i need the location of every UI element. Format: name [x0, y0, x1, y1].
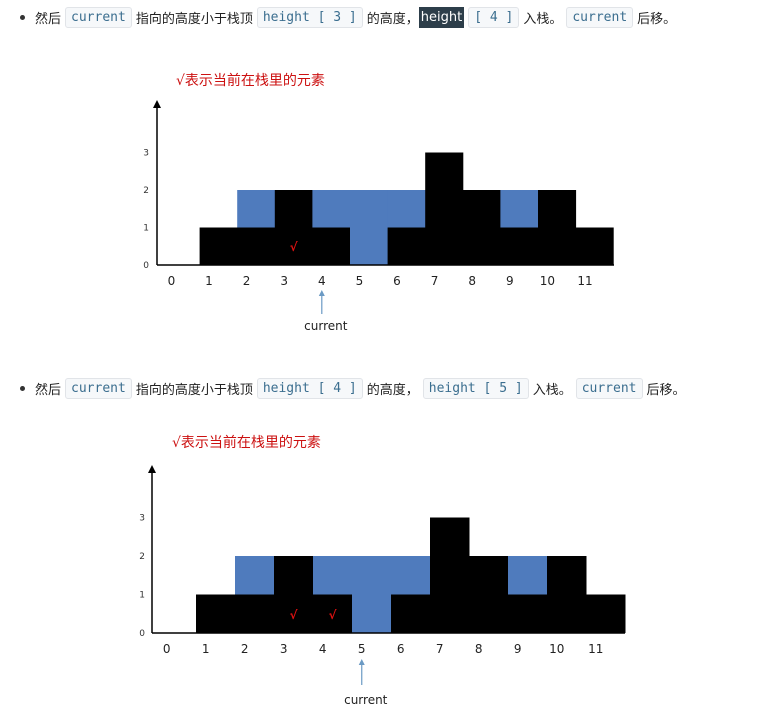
x-tick-label: 6	[397, 642, 405, 656]
bar	[196, 594, 236, 633]
current-label: current	[344, 693, 388, 707]
x-tick-label: 8	[475, 642, 483, 656]
x-tick-label: 3	[280, 274, 288, 288]
x-tick-label: 11	[588, 642, 603, 656]
inline-code: current	[65, 377, 132, 399]
y-axis-arrow	[148, 465, 156, 473]
bar	[547, 556, 587, 633]
description-text: 然后	[35, 11, 62, 27]
bar	[387, 227, 426, 265]
y-axis-arrow	[153, 100, 161, 108]
bar	[425, 152, 464, 265]
water-block	[312, 190, 351, 228]
stack-check-mark: √	[289, 608, 298, 622]
bar	[237, 227, 276, 265]
bar	[575, 227, 614, 265]
y-tick-label: 0	[143, 261, 149, 271]
bar	[462, 190, 501, 265]
water-block	[313, 556, 353, 595]
description-text: 指向的高度小于栈顶	[135, 11, 253, 27]
inline-code: height [ 5 ]	[422, 377, 529, 399]
x-tick-label: 3	[280, 642, 288, 656]
bar	[430, 517, 470, 633]
legend-text: √表示当前在栈里的元素	[176, 73, 325, 89]
stack-check-mark: √	[328, 608, 337, 622]
y-tick-label: 0	[139, 629, 145, 639]
description-text: 入栈。	[523, 11, 563, 27]
x-tick-label: 2	[243, 274, 251, 288]
current-label: current	[304, 319, 348, 333]
water-block	[500, 190, 539, 228]
x-tick-label: 0	[168, 274, 176, 288]
x-tick-label: 7	[431, 274, 439, 288]
x-tick-label: 9	[514, 642, 522, 656]
y-tick-label: 2	[139, 552, 145, 562]
x-tick-label: 1	[205, 274, 213, 288]
x-tick-label: 8	[468, 274, 476, 288]
x-tick-label: 6	[393, 274, 401, 288]
step-1-description: 然后 current 指向的高度小于栈顶 height [ 3 ] 的高度， height…	[20, 5, 676, 29]
bar	[312, 227, 351, 265]
bar	[538, 190, 577, 265]
description-text: 然后	[35, 382, 62, 398]
description-text: 的高度，	[366, 382, 419, 398]
current-arrow-head	[358, 659, 365, 665]
bar	[500, 227, 539, 265]
x-tick-label: 11	[577, 274, 592, 288]
highlighted-text: height	[418, 6, 465, 28]
x-tick-label: 4	[318, 274, 326, 288]
inline-code: height [ 3 ]	[256, 6, 363, 28]
water-block	[235, 556, 275, 595]
bar	[274, 556, 314, 633]
water-block	[508, 556, 548, 595]
bar	[235, 594, 275, 633]
water-block	[237, 190, 276, 228]
bar	[199, 227, 238, 265]
y-tick-label: 3	[143, 149, 149, 159]
y-tick-label: 1	[143, 224, 149, 234]
y-tick-label: 1	[139, 591, 145, 601]
bar	[274, 190, 313, 265]
bullet-dot	[20, 14, 25, 20]
inline-code: current	[575, 377, 643, 399]
x-tick-label: 1	[202, 642, 210, 656]
water-block	[391, 556, 431, 595]
inline-code: current	[65, 6, 132, 28]
inline-code: [ 4 ]	[468, 6, 520, 28]
x-tick-label: 10	[549, 642, 564, 656]
x-tick-label: 7	[436, 642, 444, 656]
step-2-description: 然后 current 指向的高度小于栈顶 height [ 4 ] 的高度， height…	[20, 376, 686, 400]
description-text: 的高度，	[366, 11, 419, 27]
current-arrow-head	[318, 290, 325, 296]
bar	[391, 594, 431, 633]
description-text: 指向的高度小于栈顶	[135, 382, 253, 398]
x-tick-label: 2	[241, 642, 249, 656]
description-text: 入栈。	[532, 382, 572, 398]
y-tick-label: 3	[139, 514, 145, 524]
x-tick-label: 5	[356, 274, 364, 288]
x-tick-label: 9	[506, 274, 514, 288]
description-text: 后移。	[646, 382, 686, 398]
x-tick-label: 4	[319, 642, 327, 656]
water-block	[352, 556, 392, 633]
water-block	[350, 190, 389, 265]
bar	[313, 594, 353, 633]
legend-text: √表示当前在栈里的元素	[172, 435, 321, 451]
bar	[508, 594, 548, 633]
y-tick-label: 2	[143, 186, 149, 196]
x-tick-label: 0	[163, 642, 171, 656]
bullet-dot	[20, 385, 25, 391]
stack-check-mark: √	[290, 240, 299, 254]
x-tick-label: 10	[540, 274, 555, 288]
bar	[586, 594, 626, 633]
bar	[469, 556, 509, 633]
x-tick-label: 5	[358, 642, 366, 656]
water-block	[387, 190, 426, 228]
inline-code: current	[566, 6, 634, 28]
description-text: 后移。	[637, 11, 677, 27]
inline-code: height [ 4 ]	[256, 377, 363, 399]
